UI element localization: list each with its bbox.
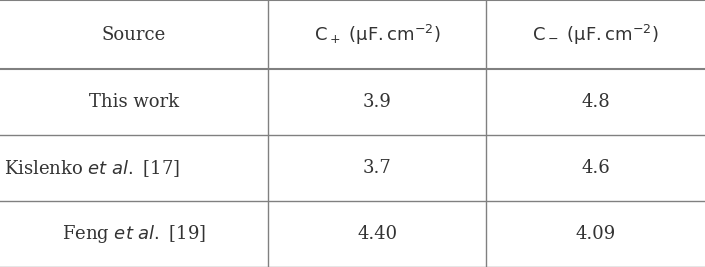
Text: $\mathrm{C_+\ (\mu F.cm^{-2})}$: $\mathrm{C_+\ (\mu F.cm^{-2})}$ xyxy=(314,23,441,47)
Text: $\mathrm{C_-\ (\mu F.cm^{-2})}$: $\mathrm{C_-\ (\mu F.cm^{-2})}$ xyxy=(532,23,659,47)
Text: 4.8: 4.8 xyxy=(582,93,610,111)
Text: 4.40: 4.40 xyxy=(357,225,397,243)
Text: 4.6: 4.6 xyxy=(582,159,610,177)
Text: This work: This work xyxy=(89,93,179,111)
Text: 4.09: 4.09 xyxy=(575,225,616,243)
Text: 3.7: 3.7 xyxy=(363,159,391,177)
Text: Kislenko $\mathit{et\ al.}$ [17]: Kislenko $\mathit{et\ al.}$ [17] xyxy=(4,158,180,179)
Text: Source: Source xyxy=(102,26,166,44)
Text: Feng $\mathit{et\ al.}$ [19]: Feng $\mathit{et\ al.}$ [19] xyxy=(62,223,206,245)
Text: 3.9: 3.9 xyxy=(363,93,391,111)
